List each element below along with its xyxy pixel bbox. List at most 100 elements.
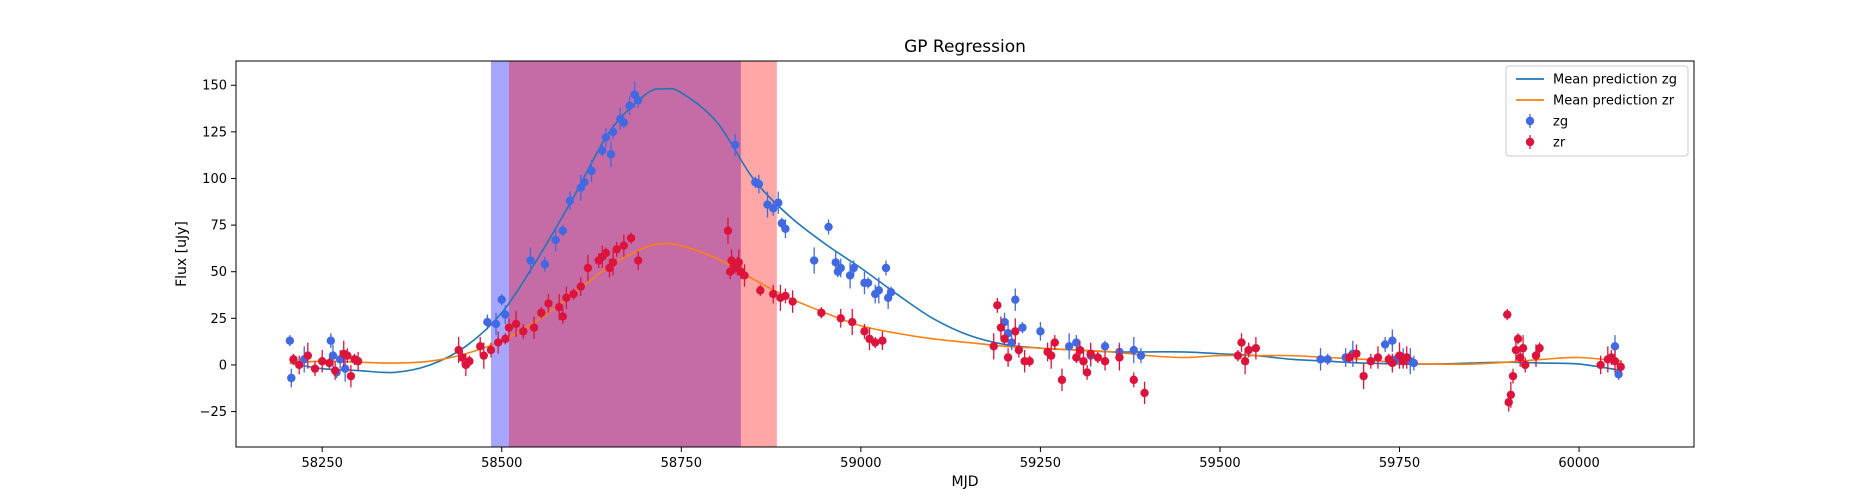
data-point-zg (497, 295, 506, 304)
data-point-zr (1535, 343, 1544, 353)
data-point-zg (774, 198, 783, 207)
data-point-zr (479, 351, 488, 360)
data-point-zr (317, 357, 327, 366)
x-tick-label: 58500 (481, 456, 522, 471)
data-point-zr (1596, 360, 1605, 370)
data-point-zg (328, 351, 338, 360)
y-tick-label: 150 (202, 79, 227, 94)
x-tick-label: 59750 (1379, 456, 1420, 471)
data-point-zr (1531, 351, 1541, 360)
data-point-zr (353, 357, 363, 366)
data-point-zr (1373, 353, 1383, 362)
data-point-zr (1616, 362, 1625, 372)
data-point-zg (1316, 355, 1325, 364)
data-point-zr (325, 358, 334, 368)
data-point-zg (863, 278, 873, 288)
data-point-zr (343, 351, 352, 360)
data-point-zr (1402, 353, 1411, 362)
data-point-zr (781, 291, 790, 301)
data-point-zr (734, 258, 743, 267)
data-point-zr (1506, 390, 1516, 399)
data-point-zg (1129, 345, 1138, 355)
data-point-zr (634, 256, 643, 265)
data-point-zg (849, 263, 858, 273)
data-point-zg (526, 256, 535, 265)
data-point-zr (1388, 358, 1397, 368)
series-points-zr (289, 217, 1625, 412)
data-point-zr (544, 299, 553, 308)
data-point-zr (562, 293, 571, 303)
data-point-zr (723, 226, 733, 235)
y-tick-label: 125 (202, 125, 227, 140)
data-point-zg (598, 146, 607, 155)
data-point-zg (1072, 338, 1081, 347)
data-point-zr (1025, 357, 1034, 366)
data-point-zg (1064, 342, 1074, 351)
data-point-zg (340, 364, 350, 373)
data-point-zg (845, 271, 855, 280)
data-point-zr (1046, 351, 1056, 360)
data-point-zr (1240, 357, 1250, 366)
data-point-zr (1129, 375, 1138, 385)
data-point-zr (769, 289, 778, 299)
data-point-zr (1366, 357, 1375, 366)
data-point-zr (475, 342, 485, 351)
data-point-zr (1075, 345, 1085, 355)
data-point-zg (491, 319, 501, 329)
data-point-zg (587, 166, 596, 176)
data-point-zr (1504, 398, 1513, 407)
data-point-zr (1251, 343, 1261, 353)
data-point-zr (330, 366, 340, 375)
data-point-zg (285, 336, 295, 345)
data-point-zr (836, 314, 845, 323)
data-point-zg (565, 196, 575, 206)
data-point-zr (493, 338, 503, 347)
data-point-zr (1011, 327, 1020, 336)
legend-box (1505, 65, 1689, 157)
data-point-zg (886, 288, 896, 297)
data-point-zr (871, 338, 880, 347)
data-point-zr (1345, 353, 1354, 362)
data-point-zr (558, 312, 567, 321)
data-point-zg (287, 373, 296, 383)
x-tick-label: 59500 (1199, 456, 1240, 471)
shaded-region-2 (508, 61, 777, 447)
data-point-zr (1000, 334, 1009, 344)
legend-label: zr (1553, 136, 1566, 151)
data-point-zr (989, 342, 998, 351)
data-point-zr (511, 319, 521, 329)
data-point-zg (754, 179, 764, 189)
data-point-zr (458, 353, 467, 362)
data-point-zg (606, 150, 616, 159)
data-point-zr (576, 282, 585, 291)
x-axis-title: MJD (952, 474, 979, 490)
data-point-zr (788, 297, 797, 306)
data-point-zr (1521, 360, 1530, 370)
data-point-zr (727, 256, 736, 265)
data-point-zr (1140, 388, 1149, 398)
legend: Mean prediction zg Mean prediction zr zg zr (1505, 65, 1689, 157)
data-point-zg (558, 226, 567, 235)
data-point-zr (1515, 353, 1525, 362)
data-point-zg (1007, 338, 1016, 347)
legend-point-swatch (1525, 137, 1535, 147)
data-point-zr (1237, 338, 1246, 347)
data-point-zr (601, 248, 611, 258)
data-point-zr (1115, 353, 1124, 362)
data-point-zg (730, 140, 740, 150)
data-point-zr (1003, 353, 1013, 362)
data-point-zr (501, 334, 510, 344)
data-point-zr (817, 308, 826, 317)
y-tick-label: 75 (210, 219, 227, 234)
data-point-zg (881, 263, 891, 273)
data-point-zg (1610, 342, 1620, 351)
data-point-zr (1233, 351, 1243, 360)
data-point-zg (831, 258, 840, 267)
shaded-region-1 (490, 61, 741, 447)
legend-label: Mean prediction zr (1553, 94, 1675, 109)
y-tick-label: −25 (200, 405, 227, 420)
data-point-zr (537, 308, 546, 317)
data-point-zg (625, 101, 634, 110)
data-point-zr (626, 233, 636, 243)
